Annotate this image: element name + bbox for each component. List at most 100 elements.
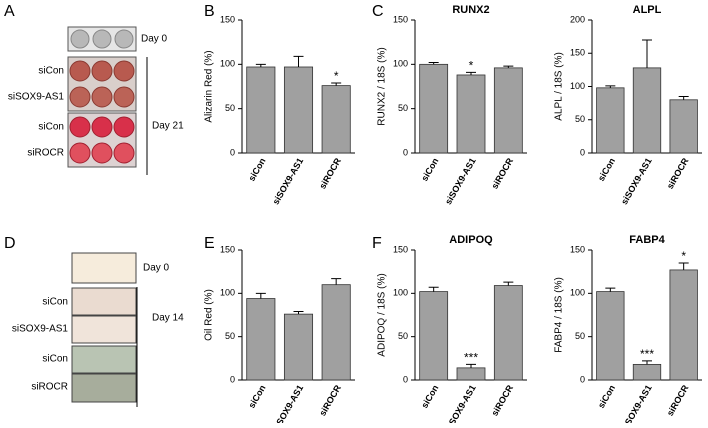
y-tick-label: 100 <box>570 81 585 91</box>
day-label: Day 14 <box>152 313 184 324</box>
bar <box>246 66 276 154</box>
error-bar <box>293 311 304 315</box>
y-axis-label: ALPL / 18S (%) <box>554 52 565 121</box>
chart-title: ADIPOQ <box>449 234 493 246</box>
bar <box>283 313 314 381</box>
y-tick-label: 0 <box>403 374 408 384</box>
y-axis-label: Oil Red (%) <box>204 289 215 341</box>
bar <box>321 85 351 154</box>
significance-label: * <box>681 249 686 263</box>
y-tick-label: 0 <box>230 374 235 384</box>
row-label: siSOX9-AS1 <box>8 92 65 103</box>
y-tick-label: 150 <box>393 14 408 24</box>
error-bar <box>466 71 476 75</box>
significance-label: *** <box>640 347 654 361</box>
day-label: Day 0 <box>141 34 168 45</box>
y-tick-label: 150 <box>570 48 585 58</box>
bar <box>493 285 523 381</box>
well <box>114 29 134 49</box>
y-axis-label: Alizarin Red (%) <box>204 50 215 122</box>
stain-image <box>71 345 137 374</box>
row-label: siCon <box>38 122 64 133</box>
bar <box>419 291 449 381</box>
significance-label: *** <box>464 351 478 365</box>
y-axis-label: RUNX2 / 18S (%) <box>377 47 388 125</box>
error-bar <box>331 82 342 86</box>
error-bar <box>428 62 439 65</box>
row-label: siROCR <box>27 148 64 159</box>
bar <box>456 367 486 381</box>
bar <box>632 67 662 154</box>
y-tick-label: 0 <box>403 147 408 157</box>
x-tick-label: siROCR <box>317 156 343 191</box>
x-tick-label: siSOX9-AS1 <box>619 383 654 423</box>
y-tick-label: 100 <box>393 288 408 298</box>
bar <box>596 87 625 154</box>
error-bar <box>503 281 514 286</box>
bar <box>632 363 662 381</box>
well <box>113 86 135 108</box>
error-bar <box>642 39 652 68</box>
row-label: siCon <box>38 66 64 77</box>
chart-title: ALPL <box>633 4 662 16</box>
x-tick-label: siSOX9-AS1 <box>619 156 654 206</box>
y-tick-label: 200 <box>570 14 585 24</box>
bar <box>669 99 698 154</box>
y-tick-label: 50 <box>225 331 235 341</box>
plate-image-a <box>67 26 148 175</box>
well <box>69 86 91 108</box>
day-label: Day 0 <box>143 263 170 274</box>
x-tick-label: siROCR <box>665 156 691 191</box>
x-tick-label: siCon <box>246 156 267 183</box>
panel-label: B <box>204 3 215 20</box>
x-tick-label: siCon <box>596 156 617 183</box>
chart-title: RUNX2 <box>452 4 489 16</box>
error-bar <box>428 286 439 292</box>
error-bar <box>466 363 476 368</box>
x-tick-label: siSOX9-AS1 <box>443 383 478 423</box>
y-tick-label: 100 <box>220 288 235 298</box>
well <box>91 116 113 138</box>
x-tick-label: siSOX9-AS1 <box>271 383 306 423</box>
y-tick-label: 50 <box>575 114 585 124</box>
panel-label: D <box>4 235 16 252</box>
y-tick-label: 150 <box>220 14 235 24</box>
stain-image <box>71 373 137 403</box>
y-axis-label: ADIPOQ / 18S (%) <box>377 273 388 356</box>
y-tick-label: 50 <box>225 103 235 113</box>
bar <box>493 67 523 154</box>
panel-label: A <box>4 3 15 20</box>
x-tick-label: siSOX9-AS1 <box>271 156 306 206</box>
error-bar <box>293 55 304 67</box>
well <box>92 29 112 49</box>
error-bar <box>678 262 689 270</box>
bar <box>669 269 698 381</box>
well <box>70 29 90 49</box>
y-axis-label: FABP4 / 18S (%) <box>554 277 565 353</box>
x-tick-label: siROCR <box>665 383 691 418</box>
y-tick-label: 0 <box>230 147 235 157</box>
error-bar <box>605 85 616 88</box>
y-tick-label: 0 <box>580 147 585 157</box>
x-tick-label: siCon <box>596 383 617 410</box>
stain-image <box>71 315 137 344</box>
bar <box>596 291 625 381</box>
y-tick-label: 150 <box>220 244 235 254</box>
bar <box>283 66 314 154</box>
stain-image <box>71 252 137 284</box>
chart-title: FABP4 <box>629 234 665 246</box>
row-label: siROCR <box>31 382 68 393</box>
panel-label: F <box>372 235 382 252</box>
y-tick-label: 50 <box>398 331 408 341</box>
well <box>69 142 91 164</box>
y-tick-label: 100 <box>570 288 585 298</box>
well <box>113 116 135 138</box>
stain-image <box>71 287 137 316</box>
error-bar <box>331 278 342 285</box>
well <box>91 60 113 82</box>
well <box>69 116 91 138</box>
bar <box>456 74 486 154</box>
well <box>113 60 135 82</box>
day-label: Day 21 <box>152 121 184 132</box>
